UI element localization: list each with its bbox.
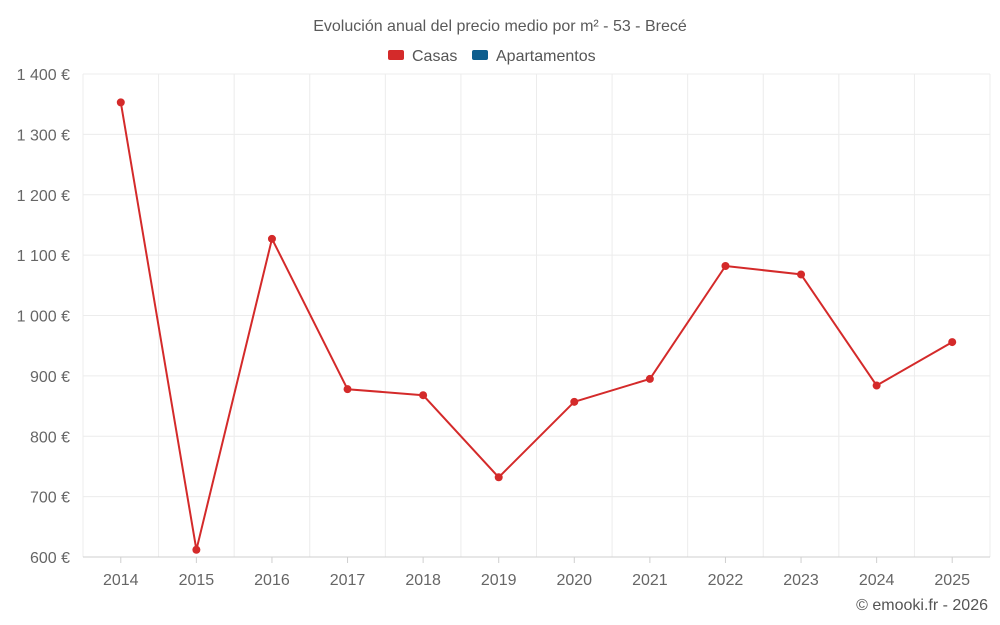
data-point-casas-2024[interactable] [872,381,881,390]
x-tick-label: 2015 [179,572,215,589]
x-tick-label: 2023 [783,572,819,589]
data-point-casas-2016[interactable] [267,234,276,243]
y-tick-label: 600 € [30,550,70,567]
data-point-casas-2017[interactable] [343,385,352,394]
data-point-casas-2014[interactable] [116,98,125,107]
x-tick-label: 2018 [405,572,441,589]
credit-text: © emooki.fr - 2026 [856,597,988,614]
y-tick-label: 700 € [30,490,70,507]
x-axis-ticks: 2014 2015 2016 2017 2018 2019 2020 2021 2022 2023… [103,557,970,589]
y-axis-ticks: 600 € 700 € 800 € 900 € 1 000 € 1 100 € 1 200 … [17,67,70,567]
x-tick-label: 2025 [934,572,970,589]
y-tick-label: 800 € [30,429,70,446]
legend-item-casas[interactable]: Casas [388,48,457,65]
legend: Casas Apartamentos [388,48,596,65]
data-point-casas-2023[interactable] [797,270,806,279]
x-tick-label: 2024 [859,572,895,589]
data-point-casas-2021[interactable] [645,374,654,383]
data-point-casas-2025[interactable] [948,338,957,347]
data-point-casas-2015[interactable] [192,545,201,554]
x-tick-label: 2017 [330,572,366,589]
x-tick-label: 2020 [556,572,592,589]
data-point-casas-2020[interactable] [570,397,579,406]
legend-swatch-apartamentos [472,50,488,60]
y-tick-label: 1 200 € [17,188,70,205]
series-casas [116,98,957,554]
y-tick-label: 900 € [30,369,70,386]
gridlines [82,73,991,558]
data-point-casas-2022[interactable] [721,261,730,270]
series-line-casas [119,102,953,551]
legend-label-apartamentos: Apartamentos [496,48,596,65]
x-tick-label: 2021 [632,572,668,589]
x-tick-label: 2016 [254,572,290,589]
y-tick-label: 1 000 € [17,309,70,326]
legend-label-casas: Casas [412,48,457,65]
legend-item-apartamentos[interactable]: Apartamentos [472,48,596,65]
data-point-casas-2019[interactable] [494,473,503,482]
legend-swatch-casas [388,50,404,60]
data-point-casas-2018[interactable] [419,391,428,400]
x-tick-label: 2014 [103,572,139,589]
x-tick-label: 2019 [481,572,517,589]
y-tick-label: 1 300 € [17,127,70,144]
y-tick-label: 1 100 € [17,248,70,265]
chart-title: Evolución anual del precio medio por m² … [313,18,687,35]
x-tick-label: 2022 [708,572,744,589]
y-tick-label: 1 400 € [17,67,70,84]
